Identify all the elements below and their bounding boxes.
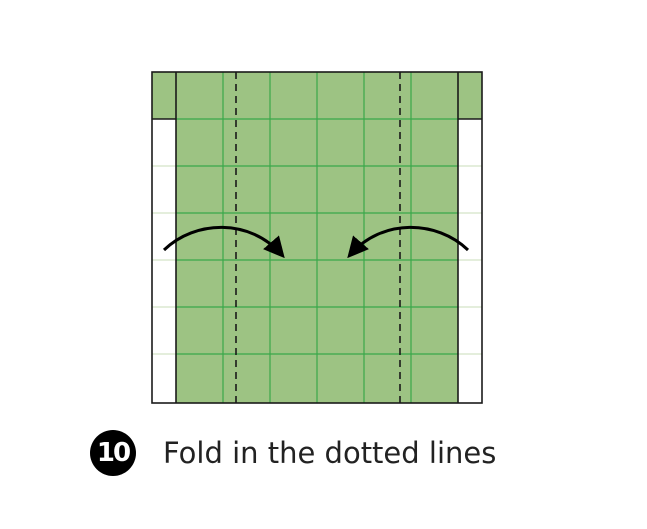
step-number-badge: 10: [90, 430, 136, 476]
left-white-strip: [152, 119, 176, 403]
curved-arrow-left-icon: [347, 225, 470, 259]
paper-outline: [151, 71, 483, 404]
step-caption: 10 Fold in the dotted lines: [90, 430, 496, 476]
step-instruction: Fold in the dotted lines: [163, 436, 497, 470]
right-white-strip: [458, 119, 482, 403]
white-strip-lines: [152, 165, 482, 355]
curved-arrow-right-icon: [162, 225, 285, 259]
left-top-tab: [152, 72, 176, 119]
right-top-tab: [458, 72, 482, 119]
